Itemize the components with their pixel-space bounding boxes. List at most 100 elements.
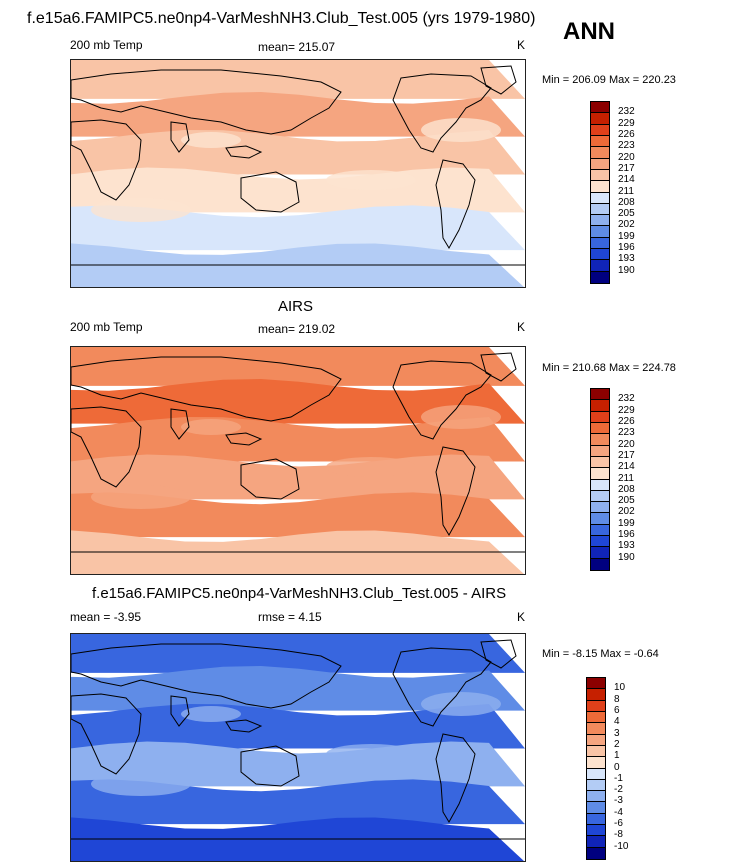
panel3-colorbar-swatch	[587, 745, 605, 758]
panel1-units: K	[517, 38, 526, 52]
panel1-coastline	[480, 65, 517, 95]
panel3-colorbar-tick-label: 4	[614, 716, 620, 728]
panel2-variable-label: 200 mb Temp	[70, 320, 143, 334]
panel2-colorbar-tick-label: 199	[618, 517, 635, 529]
panel2-colorbar-tick-label: 220	[618, 438, 635, 450]
panel1-colorbar-swatch	[591, 271, 609, 283]
panel3-contour-blob	[181, 706, 241, 722]
panel3-coastline	[71, 693, 142, 775]
panel1-colorbar-tick-label: 223	[618, 140, 635, 152]
panel3-title: f.e15a6.FAMIPC5.ne0np4-VarMeshNH3.Club_T…	[92, 585, 507, 602]
panel2-contour-blob	[91, 485, 191, 509]
panel2-colorbar-tick-label: 232	[618, 393, 635, 405]
panel3-colorbar-swatch	[587, 802, 605, 814]
panel2-contour-band	[71, 347, 525, 386]
panel2-contour-blob	[181, 419, 241, 435]
panel1-colorbar-tick-label: 217	[618, 162, 635, 174]
panel3-coastline	[480, 639, 517, 669]
panel2-contour-band	[71, 378, 525, 424]
panel2-contour-blob	[326, 457, 416, 477]
panel1-variable-label: 200 mb Temp	[70, 38, 143, 52]
panel3-colorbar-swatch	[587, 734, 605, 746]
panel3-contour-blob	[91, 772, 191, 796]
panel3-colorbar-tick-label: -10	[614, 840, 629, 852]
panel3-contour-band	[71, 665, 525, 711]
panel1-coastline	[392, 73, 492, 153]
panel1-colorbar-swatch	[591, 260, 609, 272]
panel1-colorbar-swatch	[591, 237, 609, 250]
panel3-colorbar-swatch	[587, 711, 605, 724]
panel1-coastline	[225, 145, 263, 159]
panel2-colorbar-swatch	[591, 456, 609, 469]
panel1-mean: mean= 215.07	[258, 40, 336, 54]
panel1-coastline	[71, 119, 142, 201]
panel3-colorbar-tick-label: -2	[614, 784, 623, 796]
panel3-mean: mean = -3.95	[70, 610, 142, 624]
panel1-colorbar-tick-label: 190	[618, 264, 635, 276]
panel2-colorbar-tick-label: 217	[618, 449, 635, 461]
panel3-colorbar-tick-label: 0	[614, 761, 620, 773]
panel1-map	[70, 59, 526, 288]
panel2-colorbar-swatch	[591, 479, 609, 491]
panel2-colorbar-tick-label: 208	[618, 483, 635, 495]
panel3-contour-band	[71, 779, 525, 825]
panel2-colorbar	[590, 388, 610, 571]
panel1-contour-band	[71, 91, 525, 137]
panel2-units: K	[517, 320, 526, 334]
panel2-colorbar-swatch	[591, 558, 609, 570]
panel3-units: K	[517, 610, 526, 624]
panel2-colorbar-tick-label: 211	[618, 472, 634, 484]
panel2-map-field	[71, 347, 525, 574]
panel2-colorbar-swatch	[591, 536, 609, 548]
panel2-colorbar-tick-label: 223	[618, 427, 635, 439]
panel1-colorbar-tick-label: 196	[618, 242, 635, 254]
panel3-contour-blob	[326, 744, 416, 764]
panel1-colorbar-swatch	[591, 192, 609, 204]
panel3-coastline	[71, 643, 342, 709]
panel3-colorbar-swatch	[587, 700, 605, 712]
panel1-contour-band	[71, 60, 525, 99]
panel3-colorbar-tick-label: 10	[614, 682, 626, 694]
panel1-colorbar-swatch	[591, 102, 609, 114]
panel3-coastline	[435, 733, 476, 823]
panel2-colorbar-tick-label: 196	[618, 529, 635, 541]
panel3-rmse: rmse = 4.15	[258, 610, 322, 624]
panel3-coastline	[170, 695, 190, 727]
panel3-map	[70, 633, 526, 862]
panel2-colorbar-tick-label: 205	[618, 495, 635, 507]
panel3-contour-blob	[421, 692, 501, 716]
panel2-colorbar-swatch	[591, 422, 609, 435]
panel2-coastline	[240, 458, 300, 500]
panel3-colorbar-swatch	[587, 825, 605, 837]
panel2-title: AIRS	[278, 298, 314, 315]
panel3-colorbar	[586, 677, 606, 860]
panel1-coastline	[240, 171, 300, 213]
panel2-map	[70, 346, 526, 575]
panel1-colorbar	[590, 101, 610, 284]
panel2-colorbar-swatch	[591, 468, 609, 480]
panel2-colorbar-tick-label: 193	[618, 540, 635, 552]
panel2-contour-blob	[421, 405, 501, 429]
panel3-coastline	[225, 719, 263, 733]
panel2-colorbar-tick-label: 202	[618, 506, 635, 518]
panel1-contour-blob	[326, 170, 416, 190]
panel2-coastline	[170, 408, 190, 440]
panel2-minmax: Min = 210.68 Max = 224.78	[542, 362, 676, 374]
panel2-colorbar-swatch	[591, 400, 609, 412]
panel3-colorbar-tick-label: -6	[614, 818, 623, 830]
panel1-colorbar-swatch	[591, 226, 609, 238]
panel1-colorbar-swatch	[591, 135, 609, 148]
panel1-contour-blob	[91, 198, 191, 222]
panel3-coastline	[392, 647, 492, 727]
panel1-colorbar-swatch	[591, 113, 609, 125]
panel2-contour-band	[71, 492, 525, 538]
panel2-colorbar-swatch	[591, 490, 609, 503]
panel3-minmax: Min = -8.15 Max = -0.64	[542, 648, 659, 660]
panel1-colorbar-tick-label: 229	[618, 117, 635, 129]
panel2-colorbar-swatch	[591, 434, 609, 446]
panel1-colorbar-swatch	[591, 147, 609, 159]
panel3-colorbar-swatch	[587, 768, 605, 780]
panel2-colorbar-tick-label: 190	[618, 551, 635, 563]
season-label: ANN	[563, 18, 615, 45]
panel1-colorbar-tick-label: 211	[618, 185, 634, 197]
